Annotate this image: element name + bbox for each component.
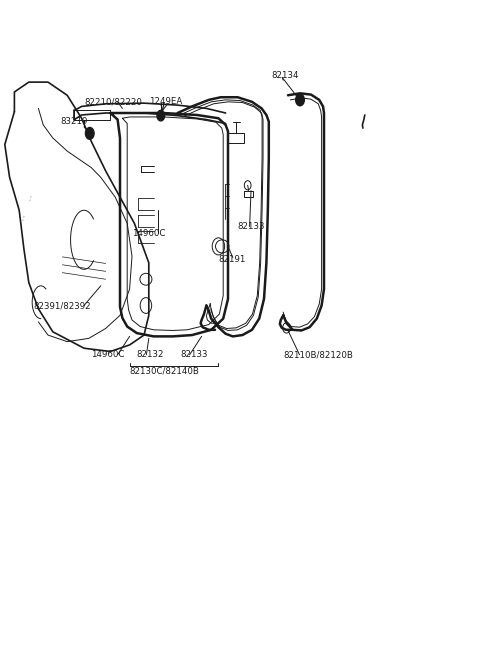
Text: 82133: 82133 [238, 222, 265, 231]
Circle shape [157, 110, 165, 121]
Circle shape [296, 94, 304, 106]
Text: 82132: 82132 [137, 350, 164, 359]
Text: - -: - - [21, 214, 27, 221]
Text: - -: - - [28, 194, 35, 202]
Text: 82110B/82120B: 82110B/82120B [283, 350, 353, 359]
Circle shape [85, 127, 94, 139]
Text: 82133: 82133 [180, 350, 207, 359]
Text: 82191: 82191 [218, 255, 246, 264]
Text: 82210/82220: 82210/82220 [84, 97, 142, 106]
Text: 14960C: 14960C [91, 350, 125, 359]
Text: 83219: 83219 [60, 117, 87, 126]
Text: 82134: 82134 [271, 71, 299, 80]
Text: 82391/82392: 82391/82392 [34, 301, 91, 310]
Text: 1249EA: 1249EA [149, 97, 182, 106]
Text: 82130C/82140B: 82130C/82140B [130, 367, 200, 376]
Text: 14960C: 14960C [132, 229, 166, 238]
